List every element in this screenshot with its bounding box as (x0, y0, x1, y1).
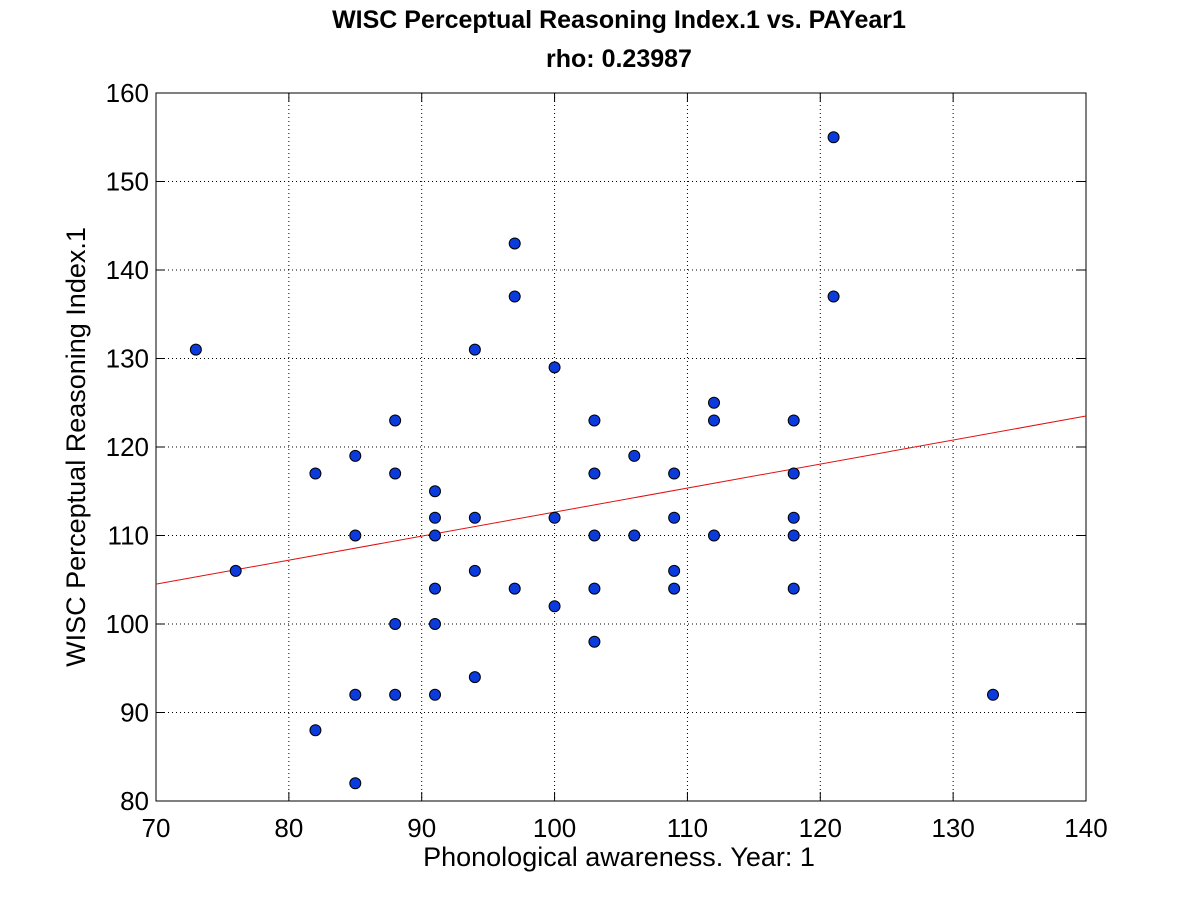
data-point (508, 290, 521, 303)
data-point (429, 688, 441, 701)
y-tick-label: 80 (120, 786, 149, 816)
data-point (349, 449, 362, 462)
data-point (588, 529, 601, 542)
fit-line-group (155, 415, 1087, 585)
y-tick-label: 150 (106, 167, 149, 197)
data-point (588, 582, 601, 595)
data-point (229, 564, 242, 577)
chart-subtitle: rho: 0.23987 (546, 45, 692, 73)
data-point (429, 511, 441, 524)
data-point (429, 618, 441, 630)
data-point (787, 582, 800, 595)
y-tick-label: 90 (120, 698, 149, 728)
data-point (588, 467, 601, 480)
data-point (508, 237, 521, 250)
x-tick-label: 130 (931, 813, 974, 843)
data-point (548, 511, 561, 524)
data-point (668, 564, 681, 577)
x-tick-label: 120 (799, 813, 842, 843)
data-point (628, 449, 641, 462)
data-point (349, 777, 362, 790)
data-point (827, 290, 840, 303)
data-point (349, 529, 362, 542)
data-point (309, 724, 322, 737)
data-point (309, 467, 322, 480)
y-tick-label: 130 (106, 344, 149, 374)
data-point (468, 671, 481, 684)
regression-line (155, 415, 1087, 585)
data-point (787, 467, 800, 480)
x-tick-label: 140 (1064, 813, 1107, 843)
data-point (668, 582, 681, 595)
data-point (429, 529, 441, 542)
y-tick-label: 140 (106, 255, 149, 285)
data-point (668, 511, 681, 524)
x-tick-label: 80 (274, 813, 303, 843)
data-point (628, 529, 641, 542)
data-point (508, 582, 521, 595)
data-points (189, 131, 999, 790)
data-point (708, 396, 720, 409)
data-point (429, 582, 441, 595)
data-point (189, 343, 202, 356)
x-tick-label: 90 (407, 813, 436, 843)
axis-ticks: 70 80 90 100 110 120 130 1408090100110120130140… (106, 78, 1108, 843)
data-point (389, 467, 402, 480)
data-point (389, 414, 402, 427)
data-point (389, 618, 402, 630)
data-point (468, 511, 481, 524)
data-point (787, 511, 800, 524)
data-point (787, 529, 800, 542)
data-point (349, 688, 362, 701)
data-point (787, 414, 800, 427)
x-axis-label: Phonological awareness. Year: 1 (423, 842, 815, 872)
grid-lines (156, 93, 1086, 801)
y-tick-label: 110 (108, 521, 149, 551)
data-point (987, 688, 999, 701)
data-point (588, 635, 601, 648)
data-point (389, 688, 402, 701)
chart-title: WISC Perceptual Reasoning Index.1 vs. PA… (332, 6, 906, 34)
data-point (548, 361, 561, 374)
data-point (588, 414, 601, 427)
data-point (548, 600, 561, 613)
y-tick-label: 120 (106, 432, 149, 462)
data-point (468, 343, 481, 356)
data-point (827, 131, 840, 144)
data-point (668, 467, 681, 480)
y-tick-label: 160 (106, 78, 149, 108)
data-point (708, 414, 720, 427)
y-axis-label: WISC Perceptual Reasoning Index.1 (61, 227, 91, 667)
x-tick-label: 70 (142, 813, 171, 843)
data-point (708, 529, 720, 542)
y-tick-label: 100 (106, 609, 149, 639)
x-tick-label: 110 (667, 813, 708, 843)
data-point (429, 485, 441, 498)
data-point (468, 564, 481, 577)
x-tick-label: 100 (533, 813, 576, 843)
